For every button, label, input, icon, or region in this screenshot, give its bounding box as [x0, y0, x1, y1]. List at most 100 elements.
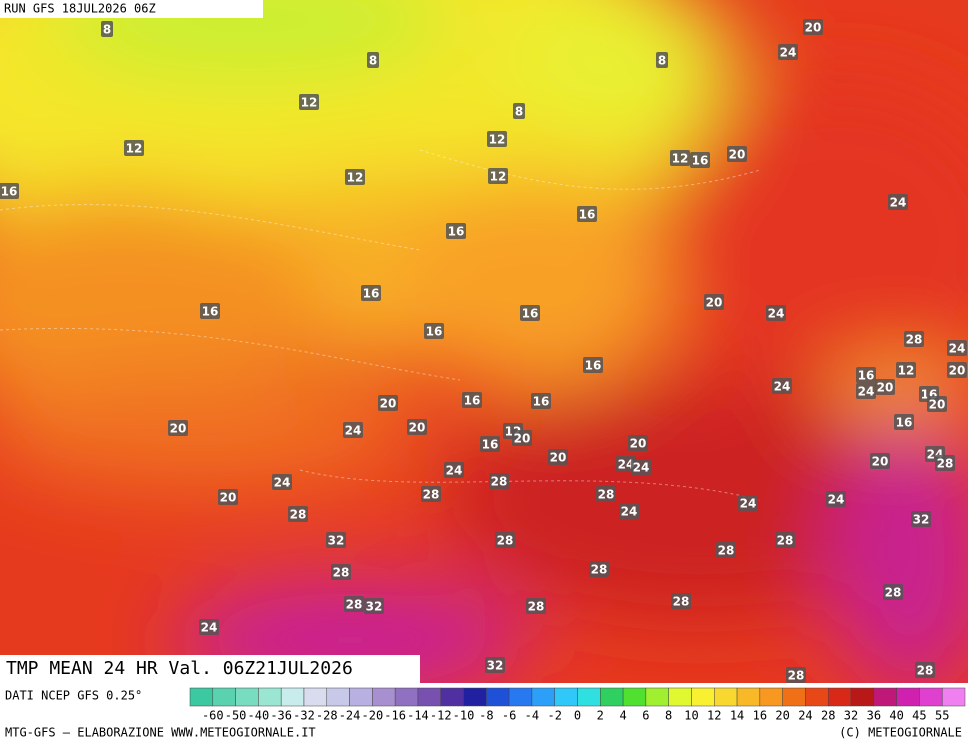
colorbar-cell: [827, 687, 852, 707]
contour-label: 24: [345, 424, 362, 438]
contour-label: 16: [858, 369, 875, 383]
label-box: [345, 169, 365, 185]
label-box: [462, 392, 482, 408]
label-box: [361, 285, 381, 301]
label-box: [875, 379, 895, 395]
label-box: [200, 303, 220, 319]
label-box: [367, 52, 379, 68]
colorbar-label: -14: [407, 709, 429, 723]
colorbar-cell: [394, 687, 419, 707]
colorbar-label: -10: [453, 709, 475, 723]
colorbar-label: -20: [362, 709, 384, 723]
colorbar-cell: [759, 687, 783, 707]
label-box: [656, 52, 668, 68]
credit: MTG-GFS — ELABORAZIONE WWW.METEOGIORNALE…: [5, 726, 316, 740]
colorbar: -60 -50 -40 -36 -32 -28 -24 -20 -16 -14 -12 -10 -8 -6…: [189, 687, 966, 723]
label-box: [888, 194, 908, 210]
contour-label: 20: [514, 432, 531, 446]
colorbar-cell: [554, 687, 578, 707]
label-box: [577, 206, 597, 222]
label-box: [487, 131, 507, 147]
label-box: [343, 422, 363, 438]
contour-label: 24: [949, 342, 966, 356]
label-box: [424, 323, 444, 339]
colorbar-cell: [326, 687, 350, 707]
contour-label: 28: [497, 534, 514, 548]
colorbar-cell: [919, 687, 943, 707]
contour-label: 28: [528, 600, 545, 614]
colorbar-cell: [873, 687, 897, 707]
label-box: [894, 414, 914, 430]
contour-label: 24: [618, 458, 635, 472]
label-box: [935, 455, 955, 471]
label-box: [856, 367, 876, 383]
label-box: [364, 598, 384, 614]
label-box: [101, 21, 113, 37]
contour-label: 16: [585, 359, 602, 373]
label-box: [407, 419, 427, 435]
contour-label: 12: [126, 142, 143, 156]
colorbar-label: -60: [202, 709, 224, 723]
contour-label: 16: [896, 416, 913, 430]
colorbar-label: -28: [316, 709, 338, 723]
contour-label: 20: [805, 21, 822, 35]
contour-label: 12: [898, 364, 915, 378]
colorbar-cell: [691, 687, 715, 707]
label-box: [495, 532, 515, 548]
colorbar-label: 28: [821, 709, 835, 723]
contour-label: 32: [366, 600, 383, 614]
contour-label: 20: [380, 397, 397, 411]
colorbar-cell: [668, 687, 692, 707]
label-box: [326, 532, 346, 548]
colorbar-label: -12: [430, 709, 452, 723]
contour-label: 24: [633, 461, 650, 475]
label-box: [670, 150, 690, 166]
label-box: [628, 435, 648, 451]
contour-label: 24: [774, 380, 791, 394]
label-box: [947, 340, 967, 356]
contour-label: 28: [937, 457, 954, 471]
label-box: [596, 486, 616, 502]
label-box: [911, 511, 931, 527]
colorbar-label: -32: [293, 709, 315, 723]
contour-label: 20: [409, 421, 426, 435]
colorbar-label: 4: [619, 709, 626, 723]
colorbar-label: -2: [547, 709, 561, 723]
label-box: [480, 436, 500, 452]
label-box: [485, 657, 505, 673]
colorbar-label: 8: [665, 709, 672, 723]
contour-label: 8: [515, 105, 523, 119]
contour-label: 32: [913, 513, 930, 527]
contour-label: 28: [777, 534, 794, 548]
colorbar-label: 12: [707, 709, 721, 723]
label-box: [915, 662, 935, 678]
colorbar-label: 10: [684, 709, 698, 723]
contour-label: 16: [522, 307, 539, 321]
colorbar-label: 16: [753, 709, 767, 723]
label-box: [489, 473, 509, 489]
colorbar-label: 14: [730, 709, 744, 723]
contour-label: 16: [426, 325, 443, 339]
contour-label: 16: [482, 438, 499, 452]
colorbar-cell: [212, 687, 236, 707]
label-box: [218, 489, 238, 505]
colorbar-cell: [622, 687, 647, 707]
label-box: [826, 491, 846, 507]
contour-label: 20: [872, 455, 889, 469]
temperature-field: [0, 0, 968, 683]
contour-label: 28: [917, 664, 934, 678]
label-box: [199, 619, 219, 635]
contour-label: 16: [363, 287, 380, 301]
contour-label: 8: [103, 23, 111, 37]
label-box: [583, 357, 603, 373]
colorbar-label: 6: [642, 709, 649, 723]
run-label: RUN GFS 18JUL2026 06Z: [4, 2, 156, 16]
contour-label: 16: [448, 225, 465, 239]
label-box: [124, 140, 144, 156]
colorbar-cell: [782, 687, 806, 707]
label-box: [421, 486, 441, 502]
colorbar-cell: [531, 687, 555, 707]
label-box: [786, 667, 806, 683]
contour-label: 24: [828, 493, 845, 507]
